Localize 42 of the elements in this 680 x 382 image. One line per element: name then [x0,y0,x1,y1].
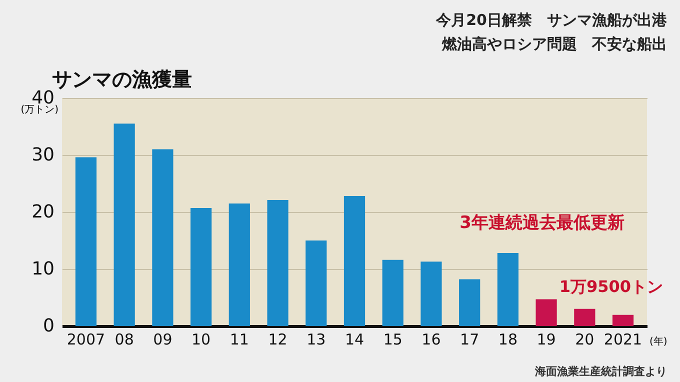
bar [306,240,327,326]
bar [228,203,250,326]
bar [382,260,404,326]
bar [75,157,97,326]
x-tick-label: 17 [460,330,480,348]
annotation: 1万9500トン [559,276,664,296]
x-tick-label: 19 [536,330,556,348]
bar [267,200,288,326]
bar [344,196,366,326]
x-tick-label: 12 [268,330,288,348]
text: 海面漁業生産統計調査より [534,365,667,378]
x-tick-label: 2007 [66,330,106,348]
y-tick-label: 10 [32,258,54,280]
y-tick-label: 0 [43,316,54,336]
bar [420,262,442,326]
y-tick-label: 30 [32,144,54,166]
annotation: 3年連続過去最低更新 [460,213,624,233]
bar [536,299,557,326]
x-tick-label: 18 [498,330,518,348]
x-tick-label: 11 [230,330,249,348]
x-tick-label: 2021 [604,330,642,348]
bar [152,149,174,326]
x-tick-label: 13 [306,330,326,348]
x-tick-label: 15 [383,330,402,348]
bar [497,253,518,326]
bar [190,208,212,326]
x-tick-label: 09 [153,330,172,348]
x-tick-label: 20 [575,330,594,348]
x-tick-label: 08 [114,330,134,348]
text: 燃油高やロシア問題 不安な船出 [441,35,667,53]
bar [459,279,480,326]
bar [612,314,634,326]
y-tick-label: 20 [32,202,54,222]
bar [114,124,135,326]
y-axis-title: (万トン) [20,104,59,116]
text: 今月20日解禁 サンマ漁船が出港 [435,11,668,29]
x-axis-title: (年) [650,336,668,348]
x-tick-label: 10 [192,330,211,348]
x-tick-label: 16 [422,330,441,348]
x-tick-label: 14 [344,330,364,348]
bar [574,308,596,326]
chart-title: サンマの漁獲量 [52,67,192,91]
